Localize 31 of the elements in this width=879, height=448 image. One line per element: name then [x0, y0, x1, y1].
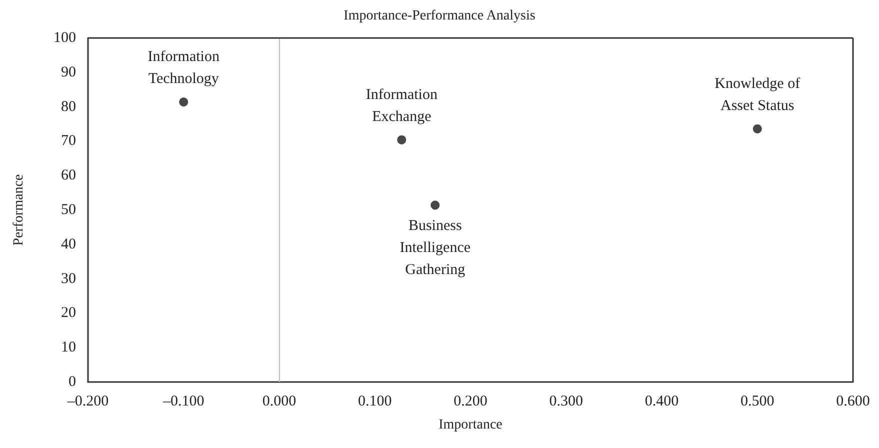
x-tick-label: 0.100 [358, 394, 392, 410]
y-tick-label: 50 [61, 202, 76, 218]
x-tick-label: 0.400 [644, 394, 679, 410]
x-tick-label: 0.200 [454, 394, 488, 410]
y-axis-title: Performance [12, 174, 26, 246]
x-tick-label: –0.200 [66, 394, 109, 410]
y-tick-label: 30 [61, 270, 76, 287]
y-tick-label: 60 [61, 168, 76, 184]
x-tick-label: –0.100 [162, 394, 204, 410]
point [430, 200, 440, 210]
point [179, 97, 188, 106]
annotation: Knowledge of Asset Status [714, 76, 800, 114]
point [752, 124, 762, 134]
annotation: Information Technology [148, 48, 220, 87]
y-tick-label: 70 [61, 133, 76, 150]
y-tick-label: 20 [61, 305, 76, 322]
x-tick-label: 0.500 [740, 394, 774, 410]
point [397, 135, 406, 144]
annotation: Business Intelligence Gathering [400, 218, 471, 278]
x-axis-title: Importance [438, 418, 502, 432]
y-tick-label: 100 [54, 30, 76, 46]
y-tick-label: 0 [68, 374, 76, 390]
chart-title: Importance-Performance Analysis [344, 8, 536, 24]
annotation: Information Exchange [366, 86, 438, 125]
x-tick-label: 0.600 [836, 394, 870, 410]
y-tick-label: 80 [61, 98, 76, 115]
y-tick-label: 40 [61, 236, 76, 252]
y-tick-label: 10 [61, 340, 76, 356]
x-tick-label: 0.000 [262, 394, 296, 410]
y-tick-label: 90 [61, 64, 76, 80]
x-tick-label: 0.300 [549, 394, 583, 410]
